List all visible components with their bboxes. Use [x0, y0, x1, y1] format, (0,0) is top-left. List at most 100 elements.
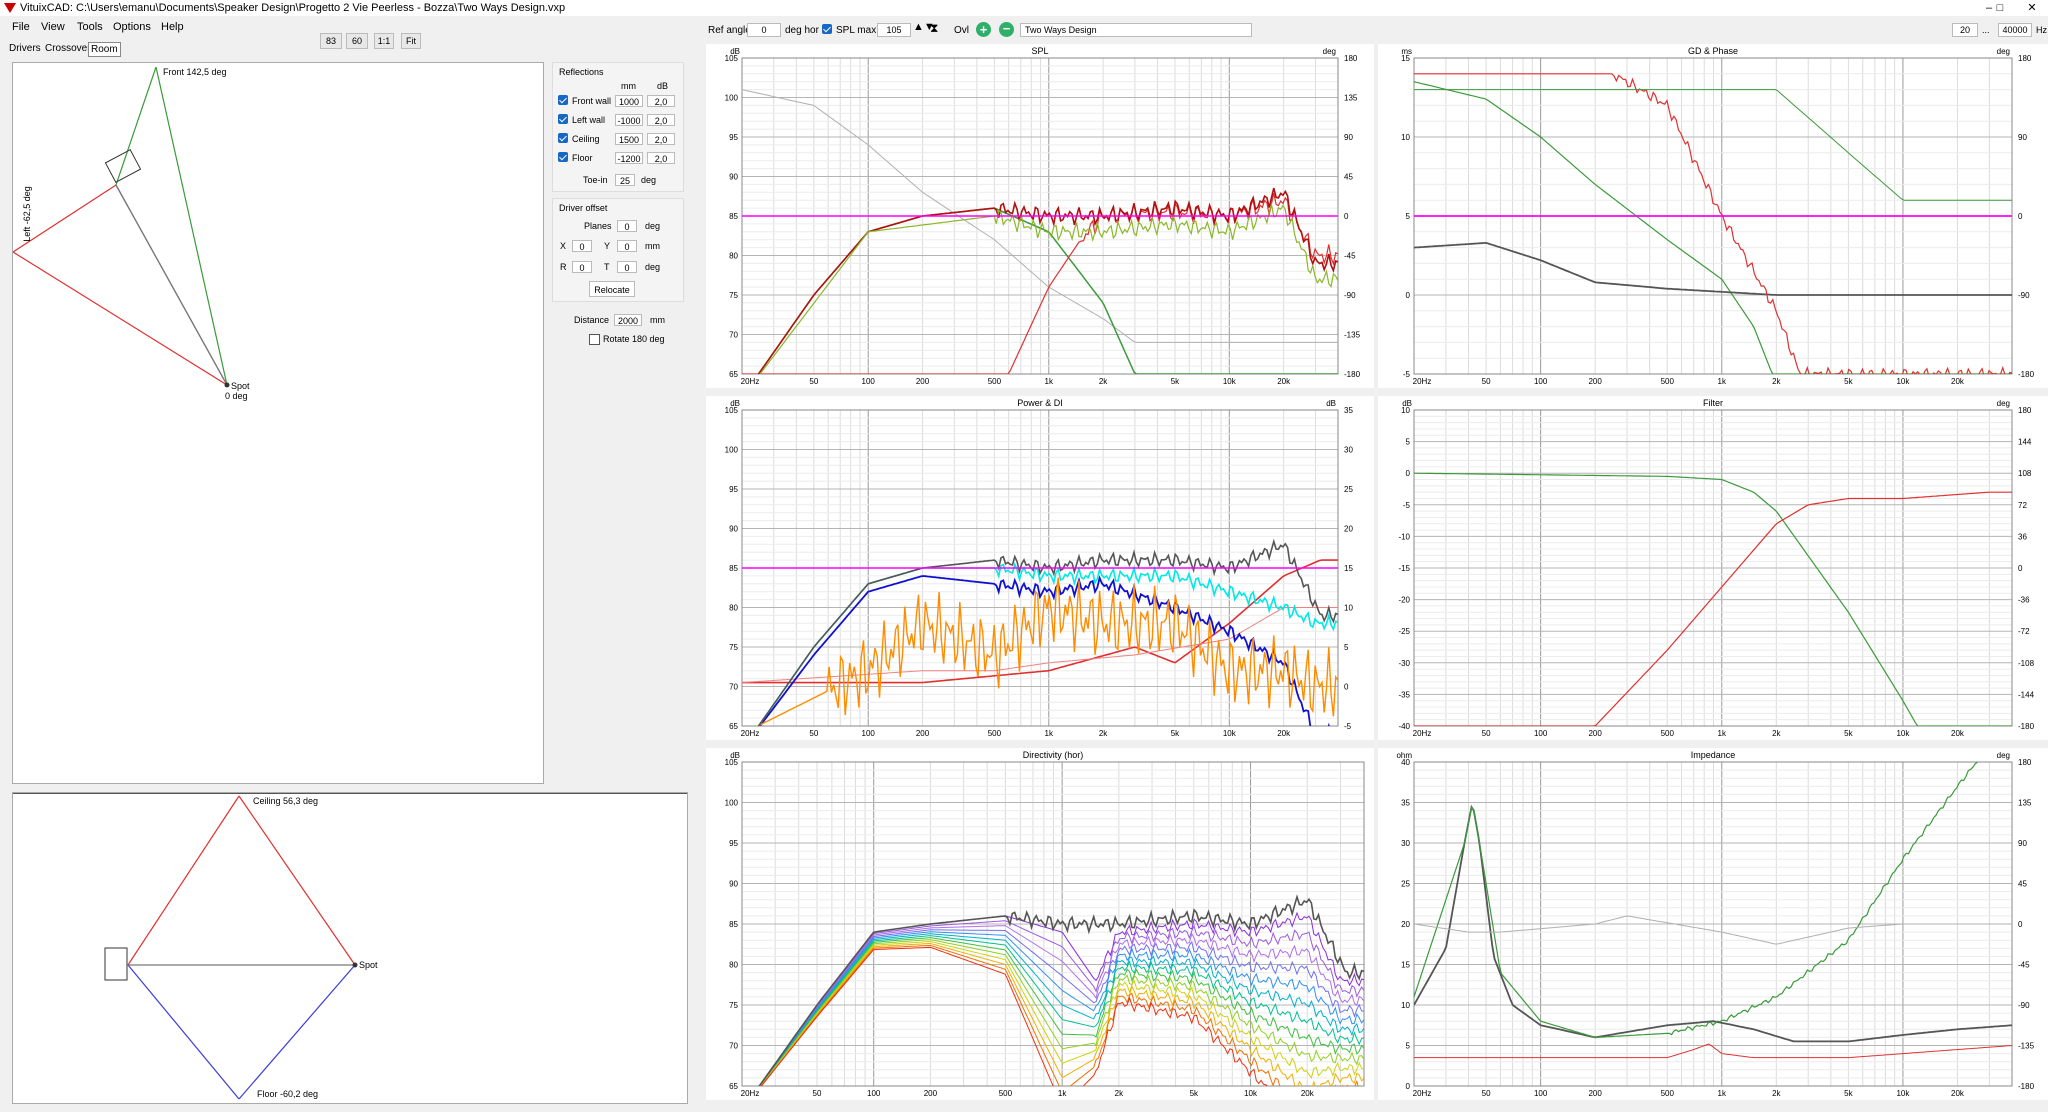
toein-input[interactable]: 25: [615, 174, 635, 186]
gd-phase-graph[interactable]: GD & Phase ms deg 15 10 5 0 -5 180 90 0 -90 -180 20Hz…: [1378, 44, 2048, 388]
g-dir-title: Directivity (hor): [1023, 750, 1084, 760]
speaker-box[interactable]: [104, 149, 142, 183]
g-filter-ytick: 5: [1406, 438, 1411, 447]
zoom-60-button[interactable]: 60: [346, 33, 368, 49]
toein-unit: deg: [641, 175, 657, 185]
add-overlay-icon[interactable]: +: [976, 22, 991, 37]
t-input[interactable]: 0: [617, 261, 637, 273]
front-wall-checkbox[interactable]: [558, 95, 568, 105]
directivity-curve: [760, 944, 1359, 1086]
ceiling-reflection-a: [127, 795, 240, 966]
filter-graph[interactable]: Filter dB deg 10 5 0 -5 -10 -15 -20 -25 -30 -35 -40 18…: [1378, 396, 2048, 740]
spl-graph[interactable]: SPL dB deg 105 100 95 90 85 80 75 70 65 180 135 90 45 0 -…: [706, 44, 1374, 388]
g-power-xtick: 20k: [1277, 729, 1291, 738]
g-spl-plot: [742, 89, 1338, 374]
spot-deg-label: 0 deg: [225, 391, 248, 401]
tab-drivers[interactable]: Drivers: [9, 43, 41, 54]
g-filter-y2tick: 72: [2018, 501, 2027, 510]
distance-input[interactable]: 2000: [614, 314, 642, 326]
menu-tools[interactable]: Tools: [77, 21, 103, 33]
directivity-graph[interactable]: Directivity (hor) dB 105 100 95 90 85 80 75 70 65 2…: [706, 748, 1374, 1100]
g-gd-xtick: 100: [1534, 377, 1548, 386]
x-input[interactable]: 0: [572, 240, 592, 252]
spl-max-checkbox[interactable]: [822, 24, 832, 34]
g-filter-ytick: -10: [1398, 532, 1410, 541]
menu-file[interactable]: File: [12, 21, 30, 33]
di-curve: [742, 559, 1338, 684]
left-wall-db-input[interactable]: 2,0: [647, 114, 675, 126]
spl-max-input[interactable]: 105: [877, 23, 911, 37]
tab-room[interactable]: Room: [88, 42, 121, 57]
floor-reflection-a: [127, 964, 240, 1100]
g-dir-ytick: 105: [725, 758, 739, 767]
g-imp-ytick: 30: [1401, 839, 1410, 848]
design-name-input[interactable]: Two Ways Design: [1020, 23, 1252, 37]
g-imp-y2tick: 0: [2018, 920, 2023, 929]
g-filter-xtick: 1k: [1718, 729, 1727, 738]
room-side-view[interactable]: Ceiling 56,3 deg Floor -60,2 deg Spot: [12, 792, 688, 1104]
g-spl-ytick: 65: [729, 370, 738, 379]
g-power-ytick: 100: [725, 446, 739, 455]
g-imp-y2tick: -45: [2018, 961, 2030, 970]
g-imp-xtick: 1k: [1718, 1089, 1727, 1098]
y-input[interactable]: 0: [617, 240, 637, 252]
left-wall-checkbox[interactable]: [558, 114, 568, 124]
ceiling-mm-input[interactable]: 1500: [615, 133, 643, 145]
floor-db-input[interactable]: 2,0: [647, 152, 675, 164]
impedance-graph[interactable]: Impedance ohm deg 40 35 30 25 20 15 10 5 0 180 135 90 4…: [1378, 748, 2048, 1100]
left-wall-label: Left wall: [572, 115, 606, 125]
distance-label: Distance: [574, 315, 610, 325]
planes-input[interactable]: 0: [617, 220, 637, 232]
room-top-view[interactable]: Front 142,5 deg Left -62,5 deg Spot 0 de…: [12, 62, 544, 784]
g-dir-xtick: 1k: [1058, 1089, 1067, 1098]
maximize-button[interactable]: □: [1996, 2, 2004, 14]
directivity-curve: [759, 931, 1364, 1086]
floor-mm-input[interactable]: -1200: [615, 152, 643, 164]
g-power-ytick: 85: [729, 564, 738, 573]
relocate-button[interactable]: Relocate: [589, 281, 635, 297]
spl-max-stepper-icon[interactable]: ▲▼: [913, 21, 935, 33]
g-filter-plot: [1414, 472, 2012, 726]
rotate-180-checkbox[interactable]: [589, 334, 600, 345]
hourglass-icon[interactable]: ⧗: [930, 21, 939, 35]
spl-total: [757, 187, 1338, 374]
tab-crossover[interactable]: Crossover: [45, 43, 91, 54]
ceiling-checkbox[interactable]: [558, 133, 568, 143]
g-power-y2tick: 15: [1344, 564, 1353, 573]
zoom-1to1-button[interactable]: 1:1: [374, 33, 394, 49]
g-filter-ytick: 0: [1406, 469, 1411, 478]
menu-options[interactable]: Options: [113, 21, 151, 33]
directivity-curve: [760, 939, 1364, 1086]
minimize-button[interactable]: –: [1985, 2, 1993, 14]
spot-marker-side[interactable]: [352, 962, 358, 968]
g-spl-xtick: 100: [862, 377, 876, 386]
menu-help[interactable]: Help: [161, 21, 184, 33]
zoom-fit-button[interactable]: Fit: [401, 33, 421, 49]
g-gd-xtick: 20Hz: [1413, 377, 1432, 386]
ref-angle-input[interactable]: 0: [747, 23, 781, 37]
front-wall-db-input[interactable]: 2,0: [647, 95, 675, 107]
zoom-83-button[interactable]: 83: [320, 33, 342, 49]
g-spl-ytick: 90: [729, 173, 738, 182]
freq-max-input[interactable]: 40000: [1998, 23, 2032, 37]
g-spl-y2tick: 90: [1344, 133, 1353, 142]
spl-offaxis: [759, 202, 1338, 374]
g-gd-y2tick: 90: [2018, 133, 2027, 142]
spl-max-label: SPL max: [836, 25, 877, 36]
speaker-box-side[interactable]: [104, 947, 128, 981]
spot-marker[interactable]: [224, 382, 230, 388]
freq-min-input[interactable]: 20: [1952, 23, 1978, 37]
left-wall-mm-input[interactable]: -1000: [615, 114, 643, 126]
floor-checkbox[interactable]: [558, 152, 568, 162]
power-di-graph[interactable]: Power & DI dB dB 105 100 95 90 85 80 75 70 65 35 30 25…: [706, 396, 1374, 740]
menu-view[interactable]: View: [41, 21, 65, 33]
g-dir-ytick: 80: [729, 961, 738, 970]
r-input[interactable]: 0: [572, 261, 592, 273]
g-spl-svg: SPL dB deg 105 100 95 90 85 80 75 70 65 180 135 90 45 0 -…: [725, 46, 1361, 386]
g-dir-xtick: 500: [999, 1089, 1013, 1098]
ceiling-db-input[interactable]: 2,0: [647, 133, 675, 145]
g-gd-xtick: 50: [1482, 377, 1491, 386]
front-wall-mm-input[interactable]: 1000: [615, 95, 643, 107]
close-button[interactable]: ✕: [2027, 2, 2037, 14]
remove-overlay-icon[interactable]: −: [999, 22, 1014, 37]
